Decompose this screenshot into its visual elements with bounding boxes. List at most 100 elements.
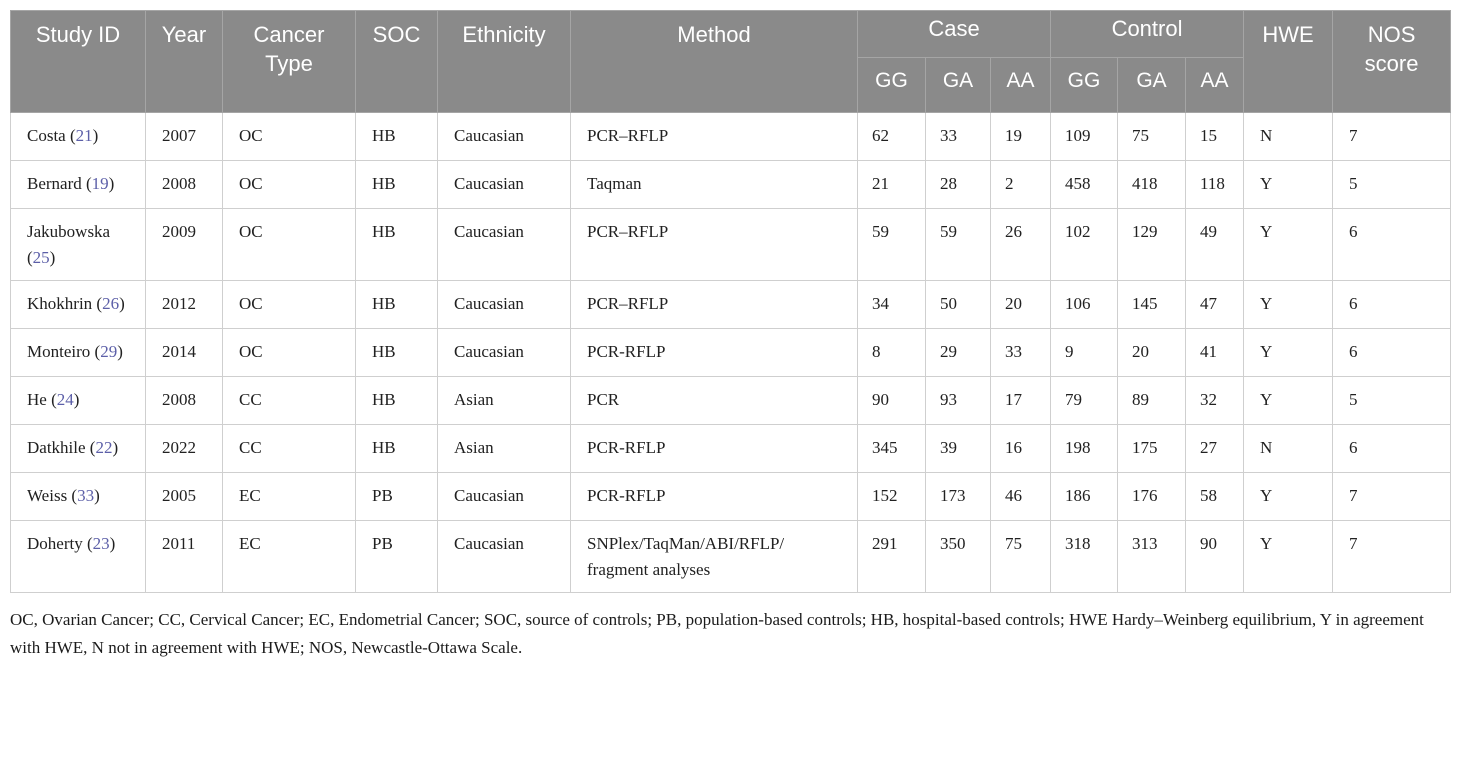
ethnicity-cell: Caucasian — [437, 208, 571, 281]
case-aa-cell: 17 — [989, 376, 1052, 425]
case-gg-cell: 59 — [857, 208, 926, 281]
column-header-control-aa: AA — [1185, 57, 1245, 113]
column-group-control: Control — [1050, 10, 1245, 58]
year-cell: 2014 — [145, 328, 223, 377]
column-header-control-gg: GG — [1050, 57, 1119, 113]
reference-link[interactable]: 25 — [32, 247, 50, 267]
hwe-cell: N — [1243, 424, 1334, 473]
case-ga-cell: 28 — [925, 160, 991, 209]
year-cell: 2007 — [145, 112, 223, 161]
case-gg-cell: 291 — [857, 520, 926, 593]
control-gg-cell: 458 — [1050, 160, 1119, 209]
column-header-case-gg: GG — [857, 57, 926, 113]
reference-link[interactable]: 23 — [92, 534, 110, 553]
study-cell: Doherty (23) — [10, 520, 146, 593]
control-ga-cell: 175 — [1117, 424, 1187, 473]
column-header-control-ga: GA — [1117, 57, 1187, 113]
cancer-type-cell: OC — [222, 208, 356, 281]
study-cell: He (24) — [10, 376, 146, 425]
table-header: Study ID Year Cancer Type SOC Ethnicity … — [10, 10, 1452, 113]
reference-link[interactable]: 33 — [77, 486, 95, 505]
case-ga-cell: 29 — [925, 328, 991, 377]
nos-score-cell: 6 — [1332, 208, 1452, 281]
hwe-cell: Y — [1243, 208, 1334, 281]
reference-link[interactable]: 21 — [75, 126, 93, 145]
case-ga-cell: 50 — [925, 280, 991, 329]
case-aa-cell: 16 — [989, 424, 1052, 473]
column-header-year: Year — [145, 10, 223, 113]
control-ga-cell: 75 — [1117, 112, 1187, 161]
ethnicity-cell: Caucasian — [437, 112, 571, 161]
ethnicity-cell: Caucasian — [437, 520, 571, 593]
case-aa-cell: 2 — [989, 160, 1052, 209]
control-gg-cell: 198 — [1050, 424, 1119, 473]
control-ga-cell: 176 — [1117, 472, 1187, 521]
method-cell: SNPlex/TaqMan/ABI/RFLP/ fragment analyse… — [570, 520, 858, 593]
case-gg-cell: 152 — [857, 472, 926, 521]
reference-link[interactable]: 22 — [95, 438, 113, 457]
nos-score-cell: 6 — [1332, 424, 1452, 473]
table-row: Weiss (33) 2005 EC PB Caucasian PCR-RFLP 152 17… — [10, 472, 1452, 521]
hwe-cell: Y — [1243, 520, 1334, 593]
year-cell: 2008 — [145, 376, 223, 425]
reference-link[interactable]: 29 — [100, 342, 118, 361]
case-aa-cell: 19 — [989, 112, 1052, 161]
control-aa-cell: 118 — [1185, 160, 1245, 209]
year-cell: 2008 — [145, 160, 223, 209]
case-gg-cell: 8 — [857, 328, 926, 377]
cancer-type-cell: OC — [222, 280, 356, 329]
control-gg-cell: 109 — [1050, 112, 1119, 161]
column-header-hwe: HWE — [1243, 10, 1334, 113]
case-ga-cell: 173 — [925, 472, 991, 521]
nos-score-cell: 6 — [1332, 280, 1452, 329]
control-gg-cell: 318 — [1050, 520, 1119, 593]
cancer-type-cell: EC — [222, 520, 356, 593]
column-header-ethnicity: Ethnicity — [437, 10, 571, 113]
column-header-method: Method — [570, 10, 858, 113]
ethnicity-cell: Asian — [437, 424, 571, 473]
reference-link[interactable]: 26 — [102, 294, 120, 313]
case-gg-cell: 21 — [857, 160, 926, 209]
study-cell: Bernard (19) — [10, 160, 146, 209]
method-cell: PCR-RFLP — [570, 424, 858, 473]
table-row: Monteiro (29) 2014 OC HB Caucasian PCR-RFLP 8 2… — [10, 328, 1452, 377]
case-gg-cell: 34 — [857, 280, 926, 329]
study-cell: Jakubowska (25) — [10, 208, 146, 281]
reference-link[interactable]: 19 — [91, 174, 109, 193]
column-group-case: Case — [856, 10, 1052, 58]
control-aa-cell: 47 — [1185, 280, 1245, 329]
study-cell: Datkhile (22) — [10, 424, 146, 473]
column-header-case-aa: AA — [989, 57, 1052, 113]
cancer-type-cell: OC — [222, 160, 356, 209]
control-ga-cell: 418 — [1117, 160, 1187, 209]
year-cell: 2005 — [145, 472, 223, 521]
study-cell: Costa (21) — [10, 112, 146, 161]
year-cell: 2009 — [145, 208, 223, 281]
reference-link[interactable]: 24 — [56, 390, 74, 409]
nos-score-cell: 7 — [1332, 112, 1452, 161]
study-cell: Weiss (33) — [10, 472, 146, 521]
hwe-cell: Y — [1243, 472, 1334, 521]
ethnicity-cell: Asian — [437, 376, 571, 425]
study-cell: Monteiro (29) — [10, 328, 146, 377]
soc-cell: HB — [355, 376, 438, 425]
table-row: Costa (21) 2007 OC HB Caucasian PCR–RFLP 62 33 1… — [10, 112, 1452, 161]
column-header-cancer-type: Cancer Type — [222, 10, 356, 113]
case-ga-cell: 39 — [925, 424, 991, 473]
case-gg-cell: 345 — [857, 424, 926, 473]
nos-score-cell: 7 — [1332, 520, 1452, 593]
control-aa-cell: 15 — [1185, 112, 1245, 161]
soc-cell: HB — [355, 112, 438, 161]
table-row: Bernard (19) 2008 OC HB Caucasian Taqman 21 28 2… — [10, 160, 1452, 209]
ethnicity-cell: Caucasian — [437, 160, 571, 209]
nos-score-cell: 6 — [1332, 328, 1452, 377]
case-ga-cell: 93 — [925, 376, 991, 425]
control-ga-cell: 89 — [1117, 376, 1187, 425]
soc-cell: HB — [355, 208, 438, 281]
method-cell: PCR–RFLP — [570, 280, 858, 329]
hwe-cell: Y — [1243, 376, 1334, 425]
table-row: Datkhile (22) 2022 CC HB Asian PCR-RFLP 345 39 1… — [10, 424, 1452, 473]
control-aa-cell: 27 — [1185, 424, 1245, 473]
table-body: Costa (21) 2007 OC HB Caucasian PCR–RFLP 62 33 1… — [10, 112, 1452, 593]
table-row: Jakubowska (25) 2009 OC HB Caucasian PCR–RFLP… — [10, 208, 1452, 281]
